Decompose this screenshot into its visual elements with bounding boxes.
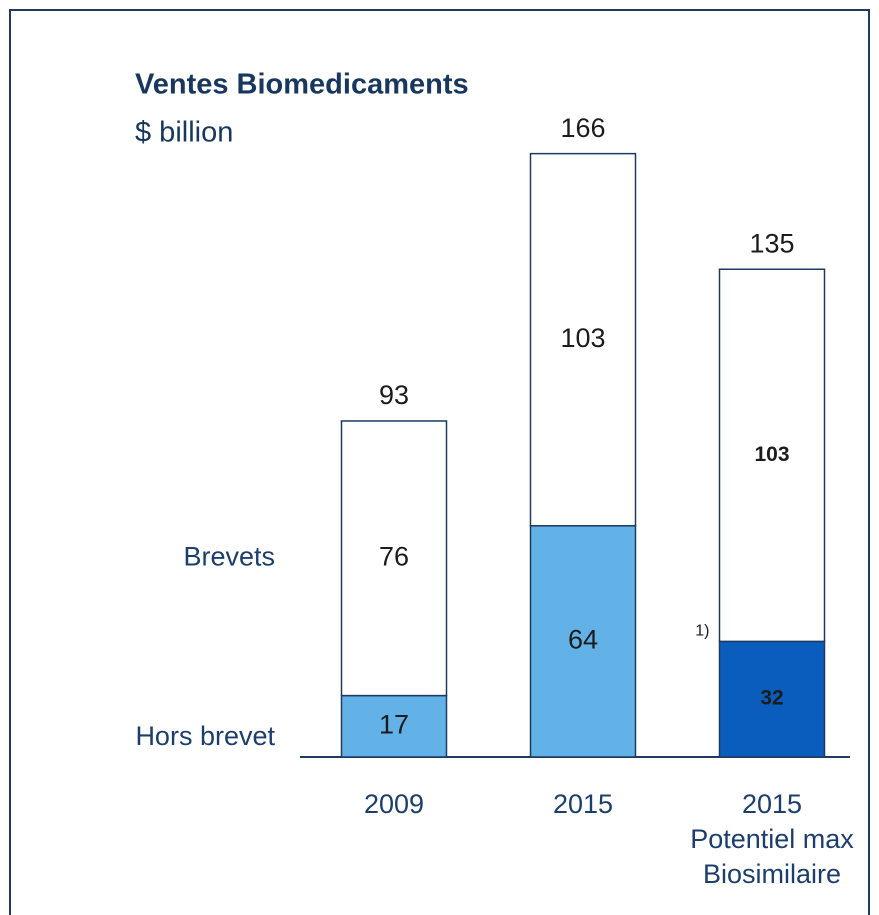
data-label: 64 bbox=[568, 625, 598, 655]
data-label: 103 bbox=[560, 323, 605, 353]
bar-segment bbox=[718, 268, 826, 643]
x-tick-label: 2015 bbox=[552, 789, 614, 819]
data-label: 32 bbox=[760, 687, 783, 710]
x-tick-label: 2015 Potentiel max Biosimilaire bbox=[690, 789, 854, 889]
total-label: 135 bbox=[749, 228, 794, 258]
legend-label: Brevets bbox=[183, 541, 275, 571]
bar-segment bbox=[718, 640, 826, 758]
data-label: 76 bbox=[379, 541, 409, 571]
bar-segment bbox=[529, 525, 637, 758]
data-label: 17 bbox=[379, 709, 409, 739]
bar-segment bbox=[529, 152, 637, 527]
total-label: 93 bbox=[379, 380, 409, 410]
chart-subtitle: $ billion bbox=[135, 117, 233, 149]
bar-segment bbox=[340, 694, 448, 758]
legend-label: Hors brevet bbox=[135, 721, 275, 751]
total-label: 166 bbox=[560, 113, 605, 143]
data-label: 103 bbox=[754, 443, 789, 466]
bar-segment bbox=[340, 420, 448, 697]
chart-title: Ventes Biomedicaments bbox=[135, 69, 469, 101]
annotation: 1) bbox=[695, 623, 709, 640]
frame bbox=[9, 9, 870, 915]
x-tick-label: 2009 bbox=[363, 789, 425, 819]
